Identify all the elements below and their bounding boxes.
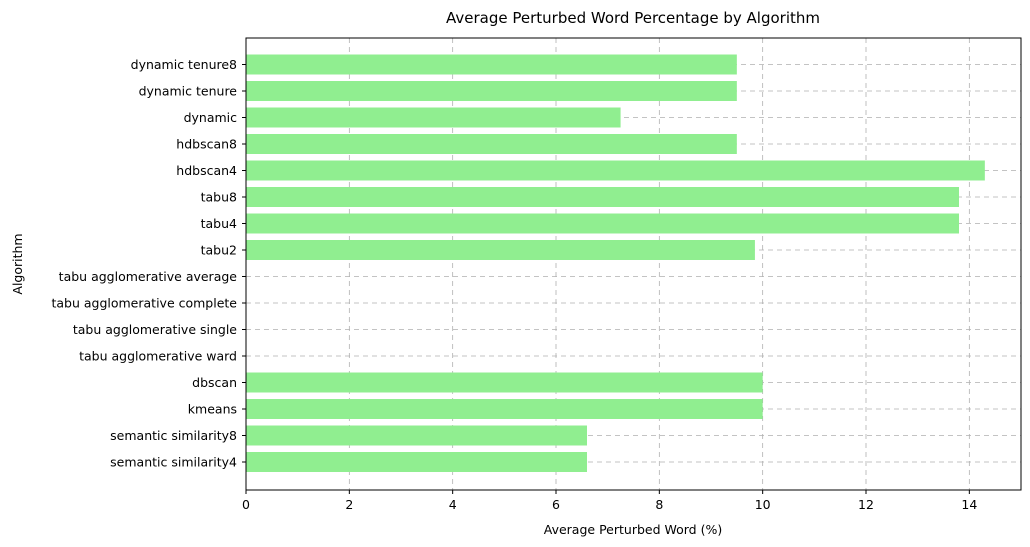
x-tick-label: 0 [242,497,250,512]
y-tick-label: kmeans [188,402,237,417]
bars-layer [246,54,985,472]
bar [246,213,959,234]
bar [246,134,737,154]
y-tick-label: semantic similarity4 [110,455,237,470]
y-tick-label: tabu agglomerative single [73,322,237,337]
bar [246,399,763,419]
x-tick-label: 6 [552,497,560,512]
plot-frame [245,37,1022,491]
y-tick-label: tabu agglomerative complete [51,296,237,311]
y-tick-label: tabu2 [201,243,237,258]
y-tick-label: dynamic [184,110,238,125]
y-tick-label: tabu8 [201,190,237,205]
x-tick-label: 8 [655,497,663,512]
y-tick-label: hdbscan8 [176,137,237,152]
bar [246,187,959,207]
x-tick-label: 14 [961,497,977,512]
y-tick-label: semantic similarity8 [110,428,237,443]
bar [246,240,755,260]
y-tick-label: tabu4 [201,216,237,231]
bar [246,452,587,472]
chart-title: Average Perturbed Word Percentage by Alg… [446,9,820,27]
y-axis-ticks: semantic similarity4 semantic similarity8… [51,57,246,470]
bar [246,107,621,128]
bar [246,160,985,181]
y-tick-label: hdbscan4 [176,163,237,178]
y-tick-label: tabu agglomerative ward [79,349,237,364]
y-tick-label: dynamic tenure [139,84,238,99]
y-tick-label: dynamic tenure8 [131,57,237,72]
x-axis-ticks: 0 2 4 6 8 10 12 14 [242,490,977,512]
y-axis-label: Algorithm [10,233,25,294]
bar [246,81,737,101]
y-tick-label: dbscan [192,375,237,390]
bar [246,425,587,446]
x-axis-label: Average Perturbed Word (%) [544,522,722,537]
bar [246,54,737,75]
bar [246,372,763,393]
x-tick-label: 4 [449,497,457,512]
x-tick-label: 10 [755,497,771,512]
x-tick-label: 12 [858,497,874,512]
y-tick-label: tabu agglomerative average [59,269,238,284]
x-tick-label: 2 [345,497,353,512]
grid-layer [245,38,1021,490]
